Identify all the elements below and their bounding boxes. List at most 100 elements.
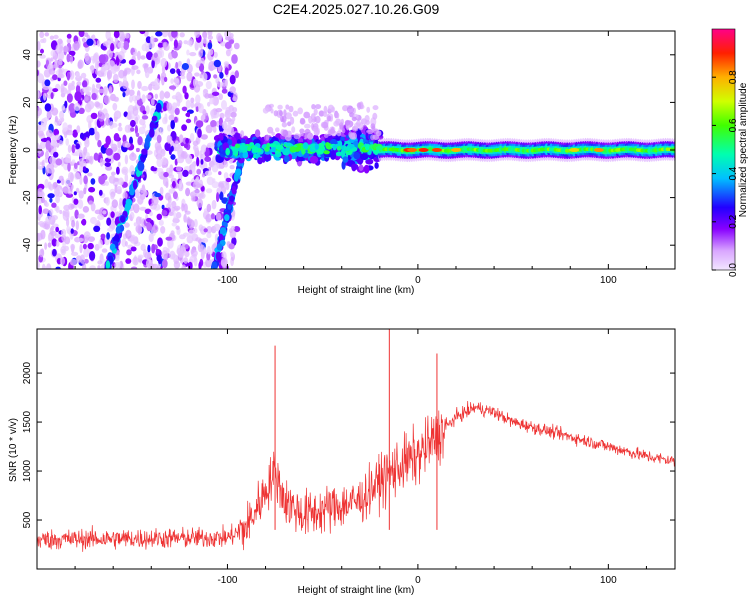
heatmap-noise-cell [206, 203, 212, 213]
heatmap-noise-cell [98, 54, 106, 63]
heatmap-noise-cell [72, 129, 78, 138]
heatmap-noise-cell [90, 178, 96, 185]
heatmap-noise-cell [124, 222, 130, 228]
heatmap-noise-cell [49, 208, 54, 216]
heatmap-noise-cell [110, 194, 115, 200]
heatmap-noise-cell [61, 187, 68, 192]
heatmap-noise-cell [130, 246, 137, 252]
heatmap-peak-cell [593, 148, 604, 152]
heatmap-noise-cell [75, 187, 80, 194]
heatmap-noise-cell [207, 101, 211, 107]
heatmap-band-cell [231, 146, 239, 156]
heatmap-noise-cell [230, 111, 237, 118]
heatmap-diagonal-cell [132, 180, 138, 190]
heatmap-noise-cell [164, 91, 171, 99]
heatmap-noise-cell [111, 199, 119, 209]
heatmap-noise-cell [108, 175, 116, 184]
heatmap-halo-cell [376, 130, 382, 137]
heatmap-noise-cell [218, 171, 222, 176]
heatmap-noise-cell [37, 221, 45, 226]
heatmap-diagonal-cell [211, 261, 218, 269]
heatmap-halo-cell [279, 110, 283, 117]
heatmap-noise-cell [170, 230, 175, 237]
heatmap-noise-cell [156, 167, 164, 173]
heatmap-noise-cell [62, 122, 68, 132]
heatmap-noise-cell [218, 117, 223, 126]
heatmap-noise-cell [142, 110, 147, 115]
heatmap-noise-cell [105, 196, 110, 206]
heatmap-noise-cell [69, 55, 74, 64]
heatmap-noise-cell [204, 93, 210, 99]
heatmap-noise-cell [112, 102, 118, 111]
heatmap-noise-cell [61, 228, 67, 237]
heatmap-noise-cell [185, 187, 191, 197]
snr-x-tick-label: 0 [415, 575, 421, 586]
heatmap-noise-cell [171, 95, 177, 100]
heatmap-noise-cell [184, 92, 189, 100]
heatmap-noise-cell [167, 124, 172, 132]
snr-series-line [37, 400, 675, 552]
heatmap-noise-cell [76, 81, 82, 86]
heatmap-band-cell [316, 148, 325, 155]
heatmap-halo-cell [330, 126, 335, 134]
heatmap-noise-cell [58, 118, 63, 125]
heatmap-noise-cell [211, 164, 219, 173]
heatmap-noise-cell [94, 60, 99, 70]
heatmap-noise-cell [130, 127, 135, 132]
heatmap-x-tick-label: 0 [415, 275, 421, 286]
heatmap-noise-cell [40, 122, 47, 132]
heatmap-noise-cell [206, 232, 212, 239]
heatmap-noise-cell [129, 214, 133, 220]
heatmap-noise-cell [208, 48, 214, 56]
heatmap-halo-cell [304, 134, 308, 139]
heatmap-noise-cell [157, 171, 162, 177]
heatmap-noise-cell [137, 136, 143, 146]
heatmap-noise-cell [110, 43, 115, 52]
heatmap-noise-cell [197, 128, 202, 138]
heatmap-noise-cell [151, 243, 156, 254]
heatmap-noise-cell [95, 77, 102, 83]
heatmap-band-cell [329, 150, 337, 160]
heatmap-noise-cell [45, 165, 49, 176]
heatmap-noise-cell [51, 202, 57, 208]
heatmap-noise-cell [186, 71, 193, 82]
heatmap-diagonal-cell [224, 214, 230, 222]
heatmap-noise-cell [193, 218, 198, 228]
heatmap-noise-cell [70, 51, 76, 57]
heatmap-noise-cell [199, 73, 203, 79]
heatmap-noise-cell [229, 86, 236, 94]
heatmap-noise-cell [145, 36, 152, 44]
heatmap-noise-cell [113, 112, 120, 118]
heatmap-band-cell [223, 129, 232, 135]
heatmap-x-tick-label: -100 [217, 275, 237, 286]
heatmap-noise-cell [175, 166, 182, 172]
heatmap-band-cell [266, 142, 271, 149]
heatmap-noise-cell [37, 187, 44, 198]
heatmap-halo-cell [323, 133, 329, 138]
heatmap-noise-cell [185, 112, 190, 117]
heatmap-noise-cell [211, 91, 220, 97]
heatmap-halo-cell [299, 128, 305, 134]
heatmap-noise-cell [136, 98, 144, 106]
heatmap-noise-cell [203, 228, 208, 233]
heatmap-noise-cell [69, 70, 75, 80]
heatmap-noise-cell [78, 190, 84, 199]
heatmap-noise-cell [54, 134, 61, 141]
heatmap-noise-cell [216, 192, 220, 203]
heatmap-noise-cell [188, 169, 193, 175]
heatmap-noise-cell [153, 52, 158, 58]
heatmap-noise-cell [168, 211, 174, 216]
heatmap-noise-cell [98, 175, 106, 185]
heatmap-noise-cell [100, 67, 106, 73]
heatmap-band-cell [270, 147, 276, 153]
heatmap-noise-cell [131, 65, 139, 70]
heatmap-halo-cell [303, 111, 311, 119]
heatmap-noise-cell [89, 251, 96, 261]
heatmap-noise-cell [40, 229, 46, 240]
heatmap-noise-cell [229, 33, 234, 38]
heatmap-halo-cell [372, 105, 379, 111]
heatmap-noise-cell [132, 51, 138, 57]
heatmap-noise-cell [97, 260, 103, 265]
heatmap-noise-cell [132, 256, 139, 266]
heatmap-halo-cell [273, 110, 279, 117]
